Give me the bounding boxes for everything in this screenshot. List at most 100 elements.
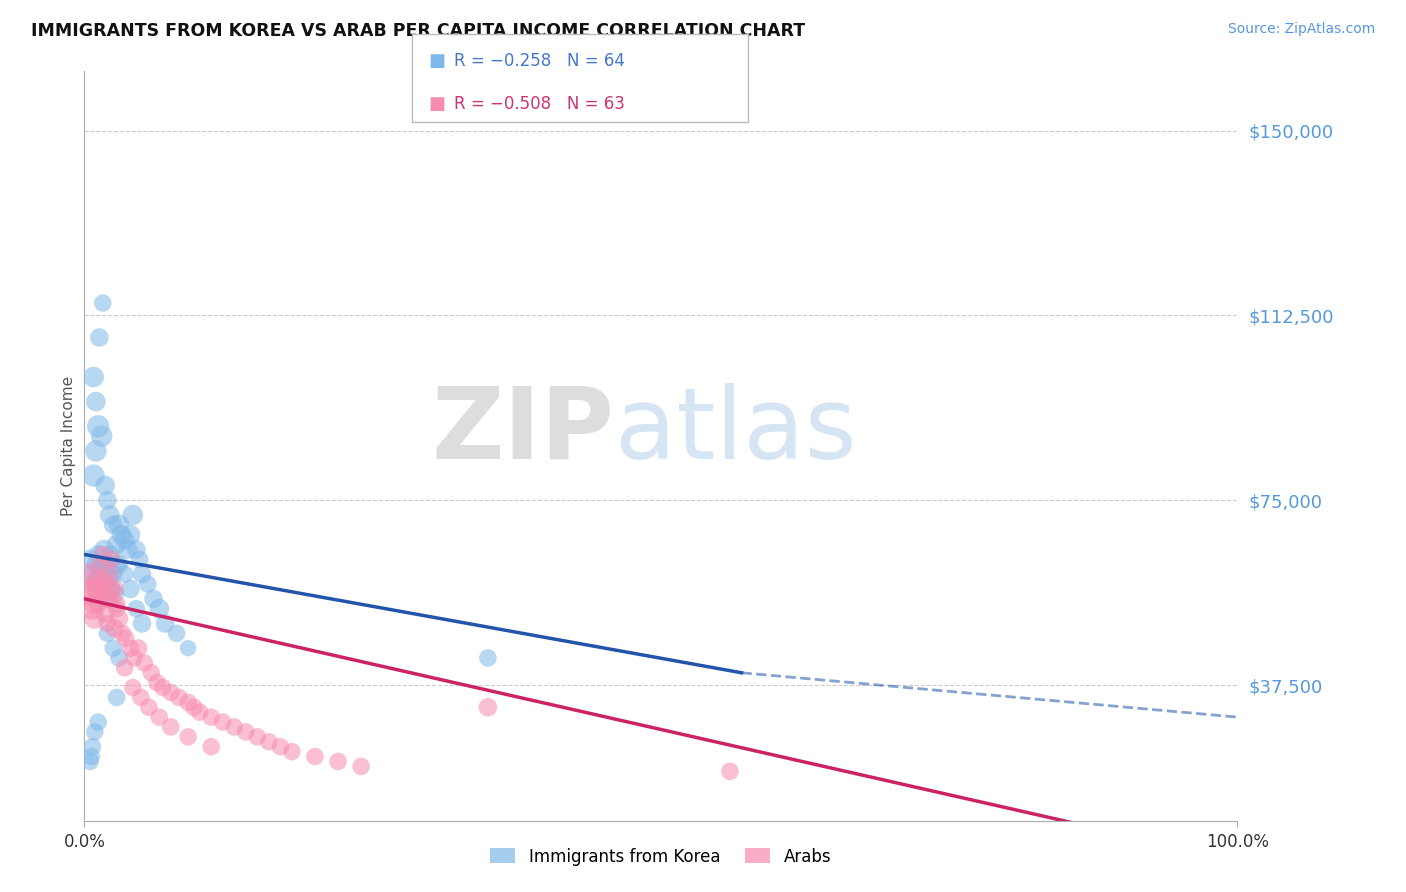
- Point: [111, 626, 134, 640]
- Point: [98, 572, 121, 586]
- Point: [94, 607, 117, 621]
- Point: [718, 764, 741, 779]
- Point: [96, 493, 118, 508]
- Point: [93, 542, 115, 557]
- Point: [96, 591, 118, 606]
- Point: [152, 681, 174, 695]
- Text: R = −0.258   N = 64: R = −0.258 N = 64: [454, 52, 626, 70]
- Point: [96, 626, 118, 640]
- Point: [131, 567, 153, 582]
- Point: [326, 755, 349, 769]
- Point: [114, 661, 136, 675]
- Point: [120, 582, 142, 596]
- Point: [148, 710, 170, 724]
- Point: [121, 508, 143, 522]
- Point: [105, 597, 128, 611]
- Point: [350, 759, 373, 773]
- Point: [87, 597, 110, 611]
- Point: [83, 577, 105, 591]
- Point: [110, 527, 132, 541]
- Point: [89, 577, 111, 591]
- Text: R = −0.508   N = 63: R = −0.508 N = 63: [454, 95, 626, 113]
- Point: [105, 538, 128, 552]
- Point: [103, 517, 124, 532]
- Point: [160, 720, 183, 734]
- Text: atlas: atlas: [614, 383, 856, 480]
- Point: [87, 548, 110, 562]
- Point: [84, 582, 107, 596]
- Point: [103, 582, 125, 596]
- Text: ■: ■: [429, 52, 446, 70]
- Point: [128, 552, 150, 566]
- Point: [125, 542, 148, 557]
- Point: [84, 444, 107, 458]
- Point: [103, 621, 125, 635]
- Point: [89, 330, 111, 344]
- Point: [142, 591, 165, 606]
- Point: [200, 739, 222, 754]
- Point: [98, 508, 121, 522]
- Point: [89, 558, 111, 572]
- Point: [90, 429, 112, 443]
- Legend: Immigrants from Korea, Arabs: Immigrants from Korea, Arabs: [484, 841, 838, 872]
- Point: [94, 478, 117, 492]
- Point: [80, 582, 103, 596]
- Point: [117, 542, 139, 557]
- Point: [136, 577, 159, 591]
- Point: [77, 567, 100, 582]
- Point: [114, 567, 136, 582]
- Point: [235, 725, 257, 739]
- Y-axis label: Per Capita Income: Per Capita Income: [60, 376, 76, 516]
- Point: [125, 601, 148, 615]
- Point: [84, 394, 107, 409]
- Point: [101, 552, 124, 566]
- Point: [103, 641, 124, 656]
- Point: [84, 558, 107, 572]
- Point: [269, 739, 291, 754]
- Point: [224, 720, 246, 734]
- Text: ■: ■: [429, 95, 446, 113]
- Point: [188, 705, 211, 719]
- Point: [86, 572, 108, 586]
- Point: [98, 567, 121, 582]
- Text: ZIP: ZIP: [432, 383, 614, 480]
- Point: [246, 730, 269, 744]
- Point: [82, 601, 104, 615]
- Point: [96, 591, 118, 606]
- Point: [90, 577, 112, 591]
- Point: [129, 690, 152, 705]
- Point: [108, 651, 131, 665]
- Point: [83, 725, 105, 739]
- Point: [91, 296, 114, 310]
- Point: [115, 632, 138, 646]
- Point: [90, 587, 112, 601]
- Point: [82, 567, 104, 582]
- Point: [108, 558, 131, 572]
- Point: [79, 755, 101, 769]
- Point: [101, 582, 124, 596]
- Point: [87, 587, 110, 601]
- Point: [83, 370, 105, 384]
- Point: [83, 611, 105, 625]
- Point: [94, 577, 117, 591]
- Point: [108, 611, 131, 625]
- Point: [211, 714, 233, 729]
- Point: [138, 700, 160, 714]
- Point: [166, 626, 188, 640]
- Point: [120, 641, 142, 656]
- Text: IMMIGRANTS FROM KOREA VS ARAB PER CAPITA INCOME CORRELATION CHART: IMMIGRANTS FROM KOREA VS ARAB PER CAPITA…: [31, 22, 806, 40]
- Text: Source: ZipAtlas.com: Source: ZipAtlas.com: [1227, 22, 1375, 37]
- Point: [148, 601, 170, 615]
- Point: [96, 567, 118, 582]
- Point: [105, 601, 128, 615]
- Point: [177, 730, 200, 744]
- Point: [120, 527, 142, 541]
- Point: [101, 582, 124, 596]
- Point: [304, 749, 326, 764]
- Point: [79, 587, 101, 601]
- Point: [89, 562, 111, 576]
- Point: [183, 700, 205, 714]
- Point: [84, 572, 107, 586]
- Point: [91, 558, 114, 572]
- Point: [103, 567, 124, 582]
